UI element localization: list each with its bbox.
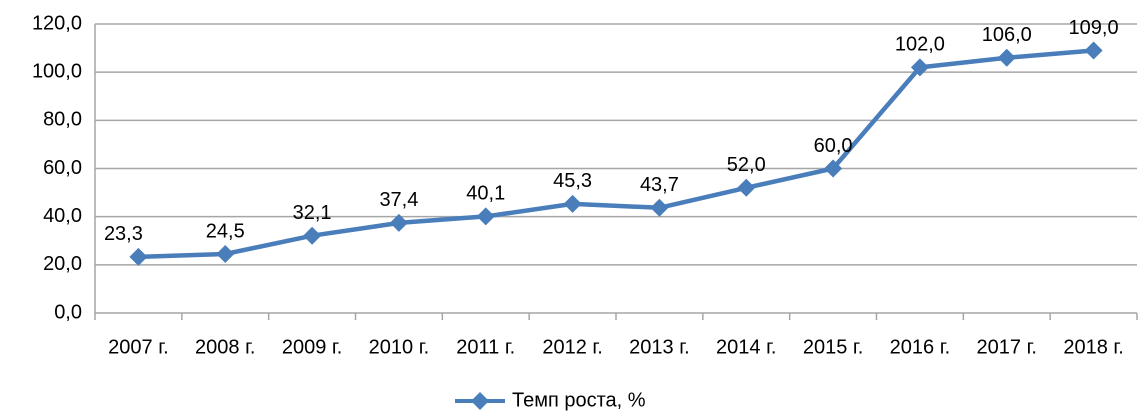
data-marker — [1084, 41, 1103, 60]
data-marker — [303, 226, 322, 245]
data-marker — [216, 244, 235, 263]
data-marker — [650, 198, 669, 217]
legend-label: Темп роста, % — [512, 389, 646, 411]
x-tick-label: 2015 г. — [803, 336, 863, 358]
data-marker — [476, 207, 495, 226]
y-tick-label: 80,0 — [43, 109, 82, 131]
data-marker — [997, 48, 1016, 67]
data-marker — [563, 194, 582, 213]
x-tick-label: 2009 г. — [282, 336, 342, 358]
data-label: 106,0 — [982, 24, 1032, 46]
legend-marker — [471, 392, 489, 410]
x-tick-label: 2008 г. — [195, 336, 255, 358]
x-tick-label: 2014 г. — [716, 336, 776, 358]
data-label: 37,4 — [379, 189, 418, 211]
x-tick-label: 2010 г. — [369, 336, 429, 358]
data-line — [138, 48, 1094, 260]
x-tick-label: 2007 г. — [108, 336, 168, 358]
y-tick-label: 40,0 — [43, 205, 82, 227]
data-label: 43,7 — [640, 174, 679, 196]
data-label: 45,3 — [553, 170, 592, 192]
data-label: 52,0 — [727, 154, 766, 176]
data-label: 102,0 — [895, 34, 945, 56]
x-tick-label: 2011 г. — [456, 336, 515, 358]
y-tick-label: 60,0 — [43, 157, 82, 179]
data-marker — [737, 178, 756, 197]
y-tick-label: 20,0 — [43, 253, 82, 275]
data-label: 24,5 — [206, 220, 245, 242]
data-marker — [389, 213, 408, 232]
data-label: 32,1 — [293, 202, 332, 224]
y-tick-label: 0,0 — [54, 301, 82, 323]
data-marker — [824, 159, 843, 178]
data-label: 23,3 — [104, 223, 143, 245]
y-tick-label: 120,0 — [32, 12, 82, 34]
x-tick-label: 2012 г. — [542, 336, 602, 358]
x-tick-label: 2013 г. — [629, 336, 689, 358]
x-tick-label: 2017 г. — [977, 336, 1037, 358]
y-tick-label: 100,0 — [32, 60, 82, 82]
x-tick-label: 2018 г. — [1063, 336, 1123, 358]
data-label: 109,0 — [1069, 17, 1119, 39]
data-label: 40,1 — [466, 183, 505, 205]
x-tick-label: 2016 г. — [890, 336, 950, 358]
data-label: 60,0 — [814, 135, 853, 157]
data-marker — [910, 58, 929, 77]
data-marker — [129, 247, 148, 266]
